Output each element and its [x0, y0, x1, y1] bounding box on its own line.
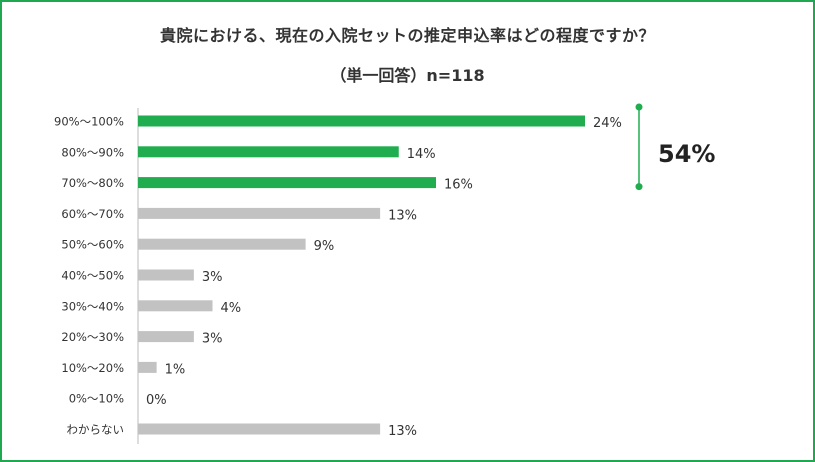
bracket-total-label: 54% — [658, 140, 715, 168]
bar — [138, 331, 194, 343]
value-label: 16% — [444, 178, 473, 193]
bracket-dot-bottom — [635, 183, 643, 191]
category-label: 10%〜20% — [61, 361, 124, 375]
chart-title: 貴院における、現在の入院セットの推定申込率はどの程度ですか？ — [159, 26, 655, 45]
value-label: 3% — [202, 332, 223, 347]
bar — [138, 238, 306, 250]
value-label: 13% — [388, 424, 417, 439]
bar — [138, 300, 213, 312]
chart-subtitle: （単一回答）n=118 — [330, 66, 485, 85]
category-label: 70%〜80% — [61, 176, 124, 190]
value-label: 0% — [146, 393, 167, 408]
value-label: 1% — [165, 362, 186, 377]
value-label: 24% — [593, 116, 622, 131]
category-label: 60%〜70% — [61, 207, 124, 221]
value-label: 4% — [221, 301, 242, 316]
category-label: 40%〜50% — [61, 269, 124, 283]
bar — [138, 177, 436, 189]
bar — [138, 423, 381, 435]
value-label: 14% — [407, 147, 436, 162]
category-label: 50%〜60% — [61, 238, 124, 252]
category-label: 30%〜40% — [61, 299, 124, 313]
category-label: 80%〜90% — [61, 145, 124, 159]
category-label: 20%〜30% — [61, 330, 124, 344]
value-label: 9% — [314, 239, 335, 254]
bracket-dot-top — [635, 103, 643, 111]
bar — [138, 146, 399, 158]
category-label: 90%〜100% — [54, 115, 124, 129]
category-label: 0%〜10% — [69, 392, 124, 406]
value-label: 13% — [388, 208, 417, 223]
value-label: 3% — [202, 270, 223, 285]
bar — [138, 115, 585, 127]
category-label: わからない — [67, 423, 125, 437]
bar — [138, 207, 381, 219]
bar — [138, 361, 157, 373]
bar — [138, 269, 194, 281]
